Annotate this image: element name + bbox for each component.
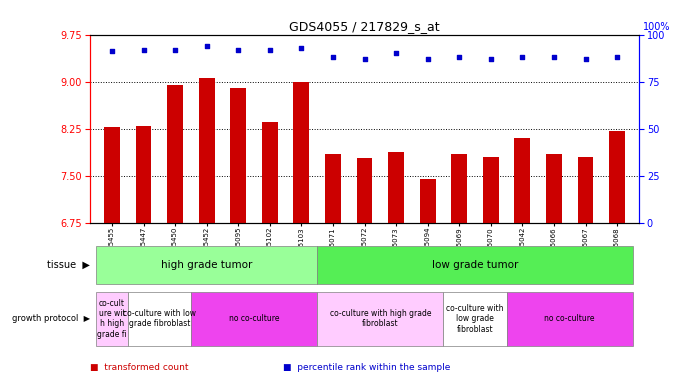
- Text: no co-culture: no co-culture: [545, 314, 595, 323]
- Text: co-culture with high grade
fibroblast: co-culture with high grade fibroblast: [330, 309, 431, 328]
- Point: [233, 46, 244, 53]
- Point: [296, 45, 307, 51]
- Point: [201, 43, 212, 49]
- Point: [422, 56, 433, 62]
- Bar: [135, 126, 151, 223]
- Point: [485, 56, 496, 62]
- Bar: [419, 179, 435, 223]
- Point: [612, 54, 623, 60]
- Text: high grade tumor: high grade tumor: [161, 260, 252, 270]
- Bar: [546, 154, 562, 223]
- Text: growth protocol  ▶: growth protocol ▶: [12, 314, 90, 323]
- Bar: [483, 157, 499, 223]
- Bar: [96, 292, 128, 346]
- Bar: [507, 292, 633, 346]
- Point: [138, 46, 149, 53]
- Text: co-cult
ure wit
h high
grade fi: co-cult ure wit h high grade fi: [97, 299, 127, 339]
- Bar: [515, 138, 530, 223]
- Text: co-culture with
low grade
fibroblast: co-culture with low grade fibroblast: [446, 304, 504, 334]
- Point: [390, 50, 401, 56]
- Point: [517, 54, 528, 60]
- Text: ■  percentile rank within the sample: ■ percentile rank within the sample: [283, 364, 451, 372]
- Bar: [294, 82, 310, 223]
- Bar: [317, 292, 444, 346]
- Bar: [199, 78, 214, 223]
- Bar: [104, 127, 120, 223]
- Bar: [230, 88, 246, 223]
- Point: [169, 46, 180, 53]
- Bar: [357, 158, 372, 223]
- Bar: [167, 85, 183, 223]
- Text: low grade tumor: low grade tumor: [432, 260, 518, 270]
- Point: [359, 56, 370, 62]
- Bar: [451, 154, 467, 223]
- Text: 100%: 100%: [643, 22, 671, 32]
- Text: ■  transformed count: ■ transformed count: [90, 364, 189, 372]
- Title: GDS4055 / 217829_s_at: GDS4055 / 217829_s_at: [290, 20, 439, 33]
- Text: tissue  ▶: tissue ▶: [47, 260, 90, 270]
- Point: [580, 56, 591, 62]
- Bar: [388, 152, 404, 223]
- Bar: [444, 292, 507, 346]
- Text: no co-culture: no co-culture: [229, 314, 279, 323]
- Point: [106, 48, 117, 55]
- Bar: [128, 292, 191, 346]
- Bar: [191, 292, 317, 346]
- Point: [328, 54, 339, 60]
- Bar: [96, 246, 317, 284]
- Bar: [262, 122, 278, 223]
- Point: [454, 54, 465, 60]
- Bar: [609, 131, 625, 223]
- Point: [549, 54, 560, 60]
- Bar: [578, 157, 594, 223]
- Bar: [317, 246, 633, 284]
- Text: co-culture with low
grade fibroblast: co-culture with low grade fibroblast: [123, 309, 196, 328]
- Bar: [325, 154, 341, 223]
- Point: [264, 46, 275, 53]
